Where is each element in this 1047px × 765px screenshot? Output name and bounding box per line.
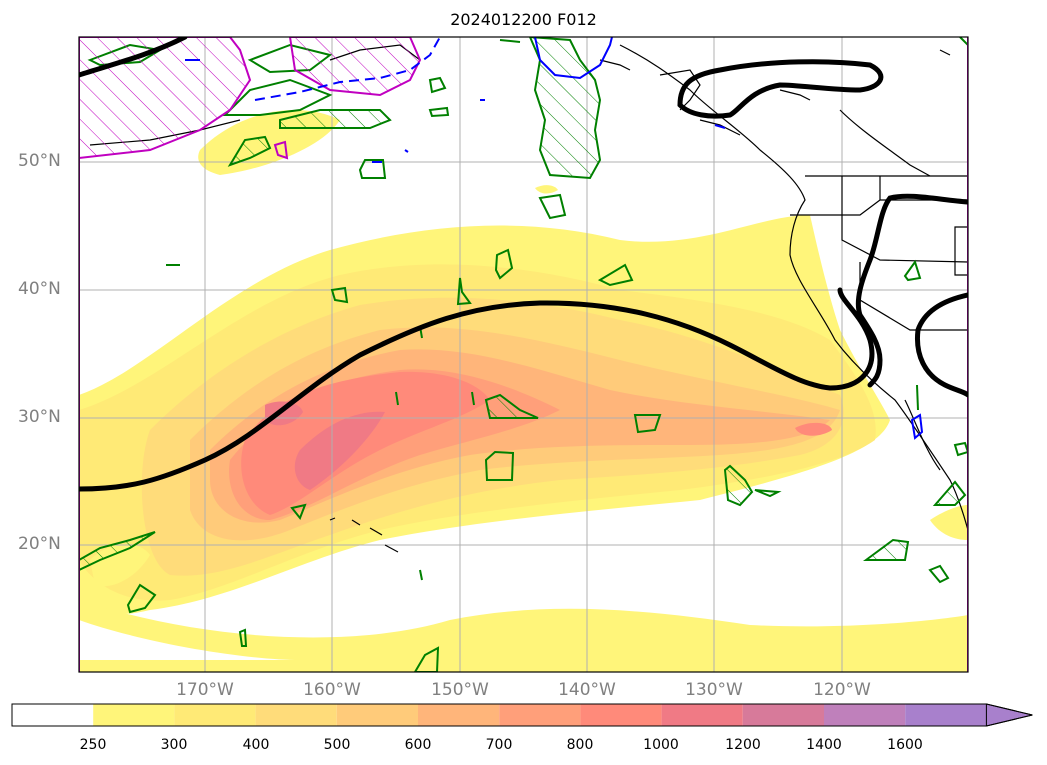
colorbar-swatch [336,704,418,726]
lon-label: 120°W [813,680,871,700]
jet-contours [79,37,968,492]
lat-label: 50°N [18,151,61,171]
colorbar-swatch [255,704,337,726]
colorbar-tick-label: 1400 [806,737,842,753]
colorbar-tick-label: 300 [160,737,188,753]
colorbar-swatch [742,704,824,726]
colorbar-tick-label: 500 [323,737,351,753]
colorbar-tick-label: 600 [404,737,432,753]
colorbar-tick-label: 250 [79,737,107,753]
lon-label: 170°W [176,680,234,700]
colorbar-swatch [905,704,987,726]
lat-label: 40°N [18,279,61,299]
colorbar-swatch [824,704,906,726]
map-frame [78,36,969,673]
lon-label: 150°W [431,680,489,700]
lon-label: 140°W [558,680,616,700]
colorbar-tick-label: 400 [242,737,270,753]
magenta-contours [79,37,968,672]
colorbar-extend-arrow [985,703,1033,727]
colorbar-swatch [174,704,256,726]
colorbar-tick-label: 800 [566,737,594,753]
colorbar-swatch [499,704,581,726]
graticule [79,37,968,672]
colorbar-swatch [580,704,662,726]
green-contours [79,37,968,672]
colorbar-swatch [12,704,94,726]
colorbar-swatch [418,704,500,726]
colorbar [11,703,1033,727]
lon-label: 160°W [303,680,361,700]
colorbar-tick-label: 1600 [887,737,923,753]
colorbar-swatch [661,704,743,726]
lat-label: 20°N [18,534,61,554]
ivt-plume [79,110,968,672]
map-title: 2024012200 F012 [450,10,597,29]
colorbar-outline [11,703,1033,727]
colorbar-tick-label: 1000 [643,737,679,753]
colorbar-tick-label: 1200 [725,737,761,753]
blue-contours [185,37,924,440]
lon-label: 130°W [685,680,743,700]
lat-label: 30°N [18,407,61,427]
colorbar-tick-label: 700 [485,737,513,753]
colorbar-swatch [93,704,175,726]
